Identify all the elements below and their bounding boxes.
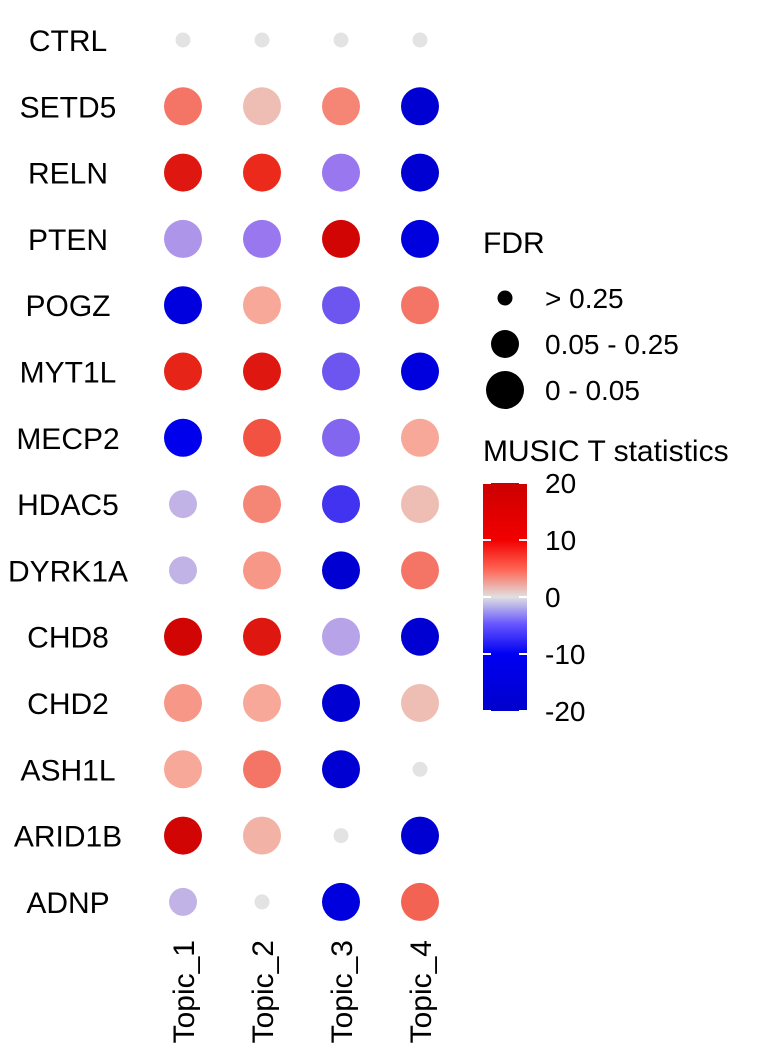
dot-setd5-topic-1 (164, 87, 202, 126)
dot-adnp-topic-3 (322, 882, 360, 921)
gene-label: DYRK1A (8, 555, 128, 588)
dot-hdac5-topic-1 (169, 490, 197, 519)
dot-reln-topic-4 (401, 153, 439, 192)
dot-mecp2-topic-4 (401, 418, 439, 457)
dot-reln-topic-3 (322, 153, 360, 192)
dot-ash1l-topic-3 (322, 750, 360, 789)
dot-chd2-topic-3 (322, 684, 360, 722)
dot-myt1l-topic-2 (243, 352, 281, 391)
dot-dyrk1a-topic-3 (322, 551, 360, 590)
colorbar-tick-label: 10 (545, 525, 576, 556)
dot-setd5-topic-2 (243, 87, 281, 126)
fdr-legend-label: 0 - 0.05 (545, 375, 640, 406)
dot-hdac5-topic-4 (401, 485, 439, 524)
dot-adnp-topic-2 (254, 894, 270, 910)
dot-series (164, 32, 439, 921)
dot-arid1b-topic-1 (164, 816, 202, 855)
gene-label: CHD8 (27, 622, 109, 655)
dot-chd2-topic-1 (164, 684, 202, 722)
dot-ash1l-topic-4 (412, 761, 428, 777)
dot-chd8-topic-2 (243, 617, 281, 656)
dot-ctrl-topic-4 (412, 32, 428, 48)
t-stat-legend: MUSIC T statistics 20 10 0 -10 -20 (483, 435, 729, 727)
dot-arid1b-topic-3 (333, 828, 349, 844)
dot-pten-topic-1 (164, 219, 202, 258)
colorbar-tick-label: 20 (545, 468, 576, 499)
fdr-legend-label: > 0.25 (545, 283, 624, 314)
dot-myt1l-topic-4 (401, 352, 439, 391)
t-stat-legend-title: MUSIC T statistics (483, 435, 729, 468)
dot-arid1b-topic-4 (401, 816, 439, 855)
dot-ctrl-topic-3 (333, 32, 349, 48)
gene-label: CHD2 (27, 688, 109, 721)
dot-hdac5-topic-2 (243, 485, 281, 524)
fdr-legend: FDR > 0.25 0.05 - 0.25 0 - 0.05 (483, 227, 679, 409)
dot-pogz-topic-2 (243, 286, 281, 325)
dot-chd8-topic-3 (322, 617, 360, 656)
topic-label: Topic_2 (247, 940, 280, 1043)
dot-hdac5-topic-3 (322, 485, 360, 524)
gene-label: MYT1L (20, 357, 117, 390)
dot-dyrk1a-topic-2 (243, 551, 281, 590)
gene-label: PTEN (28, 224, 108, 257)
gene-label: RELN (28, 158, 108, 191)
gene-label: CTRL (29, 25, 107, 58)
fdr-legend-key (497, 290, 513, 306)
dot-mecp2-topic-2 (243, 418, 281, 457)
dot-reln-topic-1 (164, 153, 202, 192)
gene-label: SETD5 (20, 91, 117, 124)
dot-chd8-topic-1 (164, 617, 202, 656)
gene-label: ASH1L (20, 754, 115, 787)
fdr-legend-label: 0.05 - 0.25 (545, 329, 679, 360)
dot-mecp2-topic-3 (322, 418, 360, 457)
dot-dyrk1a-topic-1 (169, 556, 197, 585)
dot-reln-topic-2 (243, 153, 281, 192)
dot-myt1l-topic-1 (164, 352, 202, 391)
colorbar-tick-label: -10 (545, 639, 585, 670)
gene-label: MECP2 (16, 423, 119, 456)
gene-axis: CTRL SETD5 RELN PTEN POGZ MYT1L MECP2 HDAC5 DYRK… (8, 25, 128, 920)
dot-pten-topic-4 (401, 219, 439, 258)
colorbar-tick-label: 0 (545, 582, 561, 613)
gene-label: HDAC5 (17, 489, 119, 522)
dot-mecp2-topic-1 (164, 418, 202, 457)
dot-pten-topic-2 (243, 219, 281, 258)
dot-myt1l-topic-3 (322, 352, 360, 391)
topic-label: Topic_4 (405, 940, 438, 1043)
dot-ash1l-topic-1 (164, 750, 202, 789)
dot-ctrl-topic-1 (175, 32, 191, 48)
gene-label: ADNP (26, 887, 109, 920)
gene-label: ARID1B (14, 821, 122, 854)
topic-label: Topic_3 (326, 940, 359, 1043)
dot-pogz-topic-4 (401, 286, 439, 325)
dot-dyrk1a-topic-4 (401, 551, 439, 590)
topic-axis: Topic_1 Topic_2 Topic_3 Topic_4 (168, 940, 438, 1043)
dot-chd2-topic-4 (401, 684, 439, 722)
fdr-legend-key (486, 371, 524, 409)
dot-pten-topic-3 (322, 219, 360, 258)
colorbar-tick-label: -20 (545, 696, 585, 727)
dot-pogz-topic-1 (164, 286, 202, 325)
dot-ctrl-topic-2 (254, 32, 270, 48)
dot-setd5-topic-4 (401, 87, 439, 126)
dot-chd8-topic-4 (401, 617, 439, 656)
dot-adnp-topic-1 (169, 887, 197, 916)
dot-pogz-topic-3 (322, 286, 360, 325)
dot-arid1b-topic-2 (243, 816, 281, 855)
dot-setd5-topic-3 (322, 87, 360, 126)
dot-chd2-topic-2 (243, 684, 281, 722)
fdr-legend-title: FDR (483, 227, 545, 260)
dot-ash1l-topic-2 (243, 750, 281, 789)
dot-adnp-topic-4 (401, 882, 439, 921)
fdr-legend-key (491, 330, 519, 358)
gene-label: POGZ (25, 290, 110, 323)
topic-label: Topic_1 (168, 940, 201, 1043)
